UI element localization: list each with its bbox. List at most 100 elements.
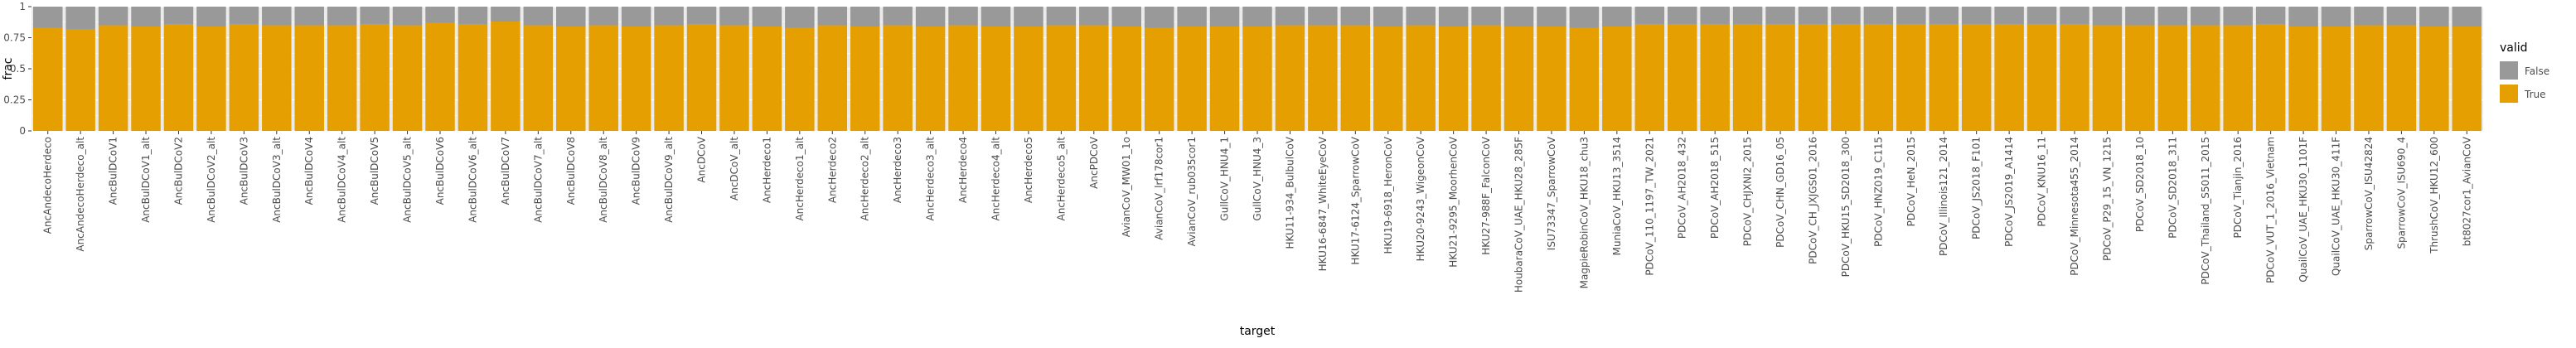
x-tick-label: AncBulDCoV9_alt: [663, 137, 675, 223]
bar-false: [915, 7, 946, 27]
y-tick-label: 0.5: [10, 63, 26, 75]
x-tick-label: AncBulDCoV3: [238, 137, 249, 205]
bar-true: [2255, 24, 2286, 131]
x-tick-label: PDCoV_Tianjin_2016: [2232, 137, 2244, 238]
x-tick-label: AncHerdeco5_alt: [1055, 137, 1067, 221]
x-tick-label: AncBulDCoV2_alt: [206, 137, 217, 223]
bar-false: [1863, 7, 1894, 24]
bar-true: [556, 27, 586, 131]
x-tick-label: AncHerdeco3: [892, 137, 903, 203]
bar-true: [719, 25, 749, 131]
bar-true: [327, 25, 357, 131]
bar-true: [1798, 24, 1828, 131]
x-tick-label: AncHerdeco2: [826, 137, 838, 203]
bar-true: [850, 27, 880, 131]
bar-true: [1046, 25, 1077, 131]
bar-true: [294, 25, 324, 131]
bar-false: [883, 7, 913, 26]
bar-true: [948, 25, 978, 131]
x-tick-label: GullCoV_HNU4_3: [1252, 137, 1263, 221]
y-tick-label: 0: [19, 125, 26, 137]
bar-false: [196, 7, 226, 27]
bar-false: [523, 7, 554, 26]
bar-false: [1537, 7, 1566, 27]
bar-false: [458, 7, 488, 24]
legend-title: valid: [2500, 41, 2528, 55]
bar-false: [2288, 7, 2318, 27]
bar-true: [1144, 27, 1174, 131]
x-tick-label: AncBulDCoV4_alt: [337, 137, 348, 223]
bar-true: [1961, 24, 1992, 131]
x-tick-label: AncHerdeco4_alt: [990, 137, 1001, 221]
bar-true: [1569, 27, 1600, 131]
legend-swatch-false: [2500, 61, 2518, 80]
bar-false: [1111, 7, 1141, 27]
bar-false: [2419, 7, 2449, 27]
bar-false: [1667, 7, 1697, 24]
x-tick-label: AncBulDCoV9: [631, 137, 642, 205]
bar-true: [1111, 27, 1141, 131]
bar-true: [1537, 27, 1566, 131]
bar-false: [2092, 7, 2123, 26]
bar-false: [1994, 7, 2024, 24]
bar-false: [98, 7, 128, 26]
x-tick-label: ISU73347_SparrowCoV: [1546, 136, 1557, 250]
bar-true: [196, 27, 226, 131]
x-tick-label: bt8027cor1_AvianCoV: [2461, 136, 2472, 246]
bar-false: [1569, 7, 1600, 28]
bar-false: [556, 7, 586, 27]
bar-false: [360, 7, 390, 24]
x-tick-label: AvianCoV_lrf178cor1: [1154, 137, 1165, 240]
bar-false: [785, 7, 815, 28]
x-tick-label: PDCoV_Thailand_S5011_2015: [2200, 137, 2211, 285]
bar-false: [719, 7, 749, 26]
bar-true: [2026, 24, 2057, 131]
x-tick-label: SparrowCoV_ISU42824: [2363, 137, 2375, 250]
bar-true: [1994, 24, 2024, 131]
bar-true: [1929, 24, 1959, 131]
x-tick-label: AncBulDCoV3_alt: [271, 137, 283, 223]
bar-false: [327, 7, 357, 26]
x-tick-label: ThrushCoV_HKU12_600: [2428, 137, 2440, 254]
bar-true: [491, 22, 521, 131]
bar-false: [2255, 7, 2286, 24]
x-tick-label: AncHerdeco1: [761, 137, 772, 203]
bar-true: [2288, 27, 2318, 131]
x-tick-label: PDCoV_JS2018_F101: [1971, 137, 1983, 239]
bar-false: [1340, 7, 1371, 26]
legend-label-true: True: [2524, 89, 2546, 100]
x-tick-label: AncDCoV_alt: [729, 137, 740, 201]
bar-true: [1471, 25, 1501, 131]
bar-true: [915, 27, 946, 131]
bar-true: [163, 24, 194, 131]
bar-true: [588, 25, 618, 131]
x-tick-label: HKU16-6847_WhiteEyeCoV: [1317, 136, 1329, 271]
bar-true: [1863, 24, 1894, 131]
bar-false: [294, 7, 324, 26]
bar-true: [2419, 27, 2449, 131]
bar-true: [131, 27, 161, 131]
bar-false: [1896, 7, 1926, 24]
bar-false: [2157, 7, 2188, 26]
bar-false: [1831, 7, 1861, 24]
bar-true: [2321, 27, 2351, 131]
bar-true: [1079, 25, 1109, 131]
bar-true: [1634, 24, 1665, 131]
x-tick-label: QuailCoV_UAE_HKU30_1101F: [2298, 137, 2309, 283]
bar-true: [981, 27, 1011, 131]
bar-true: [654, 25, 684, 131]
bar-false: [1406, 7, 1436, 26]
bar-false: [686, 7, 717, 24]
bar-false: [1634, 7, 1665, 24]
bar-true: [1831, 24, 1861, 131]
bar-false: [1308, 7, 1338, 26]
x-tick-label: PDCoV_JS2019_A1414: [2003, 137, 2015, 247]
x-tick-label: PDCoV_SD2018_10: [2134, 137, 2146, 232]
bar-false: [1798, 7, 1828, 24]
bar-false: [1242, 7, 1272, 27]
bar-false: [1765, 7, 1795, 24]
x-tick-label: PDCoV_AH2018_515: [1709, 137, 1721, 239]
bar-true: [1406, 25, 1436, 131]
x-tick-label: AncDCoV: [696, 136, 708, 182]
x-tick-label: GullCoV_HNU4_1: [1219, 137, 1231, 221]
